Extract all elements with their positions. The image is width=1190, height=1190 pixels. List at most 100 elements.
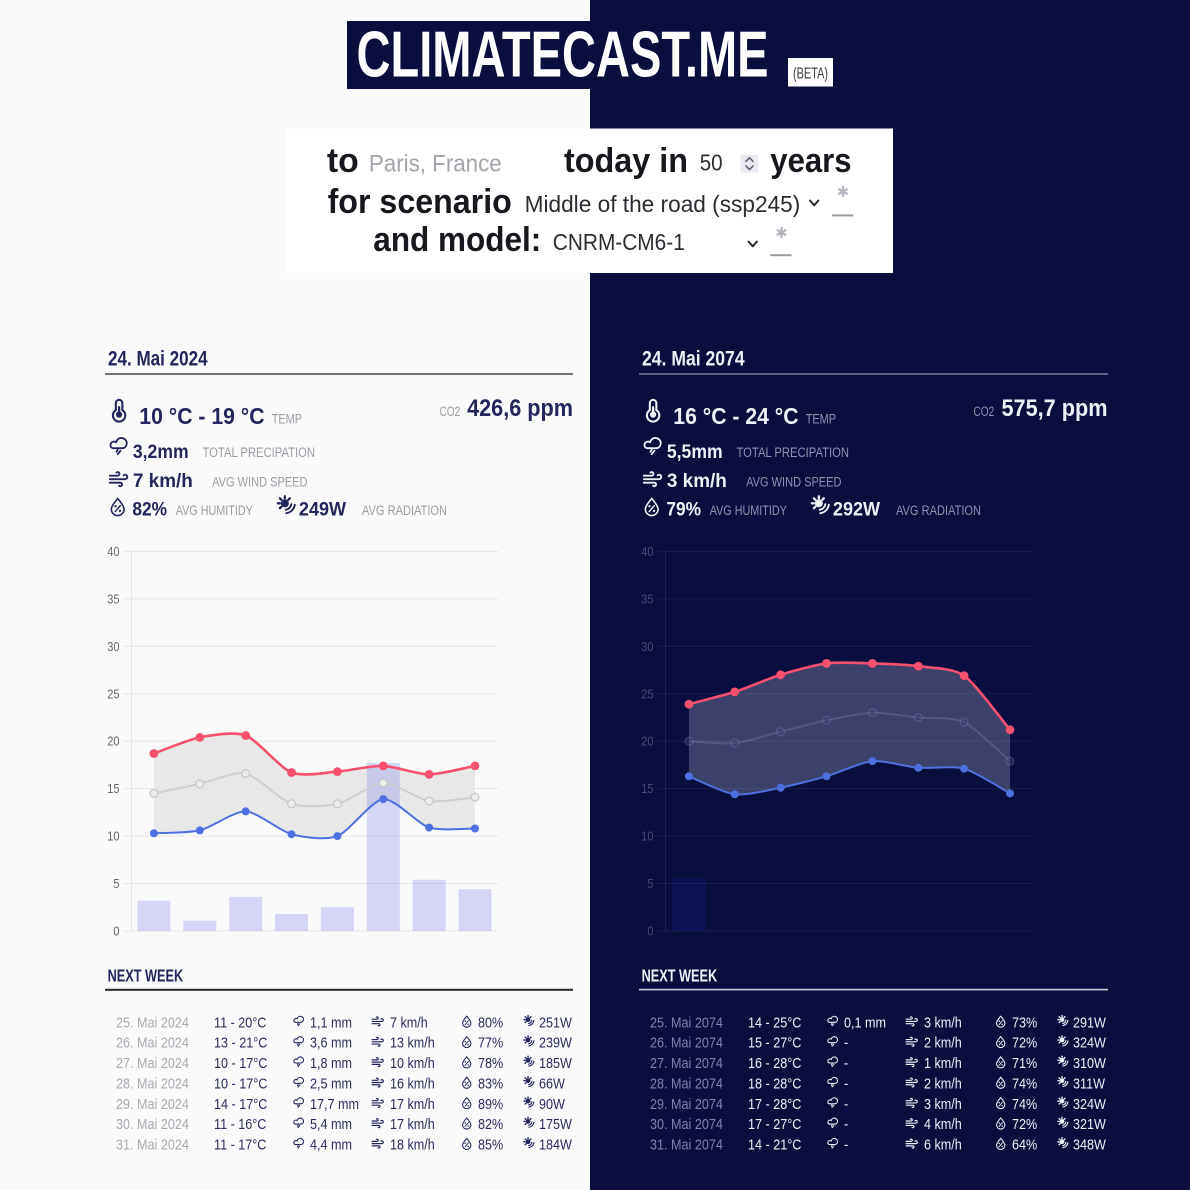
svg-text:(BETA): (BETA) xyxy=(793,66,828,83)
svg-text:89%: 89% xyxy=(478,1096,503,1113)
svg-text:28. Mai 2024: 28. Mai 2024 xyxy=(116,1075,189,1092)
svg-text:348W: 348W xyxy=(1073,1137,1107,1154)
svg-text:0: 0 xyxy=(647,924,653,939)
svg-text:-: - xyxy=(844,1055,848,1072)
svg-text:3 km/h: 3 km/h xyxy=(667,471,727,492)
svg-text:7 km/h: 7 km/h xyxy=(133,471,193,492)
svg-text:Paris, France: Paris, France xyxy=(369,151,502,178)
svg-text:3,2mm: 3,2mm xyxy=(133,442,189,463)
svg-text:90W: 90W xyxy=(539,1096,566,1113)
svg-text:66W: 66W xyxy=(539,1075,566,1092)
svg-text:20: 20 xyxy=(107,734,119,749)
svg-text:3 km/h: 3 km/h xyxy=(924,1014,962,1031)
svg-text:17 - 28°C: 17 - 28°C xyxy=(748,1096,802,1113)
svg-text:17 km/h: 17 km/h xyxy=(390,1116,435,1133)
svg-text:40: 40 xyxy=(107,544,119,559)
svg-text:AVG HUMITIDY: AVG HUMITIDY xyxy=(710,503,787,518)
svg-text:11 - 17°C: 11 - 17°C xyxy=(214,1137,267,1154)
svg-text:AVG RADIATION: AVG RADIATION xyxy=(362,503,447,518)
svg-text:AVG HUMITIDY: AVG HUMITIDY xyxy=(176,503,253,518)
svg-text:71%: 71% xyxy=(1012,1055,1037,1072)
svg-text:11 - 20°C: 11 - 20°C xyxy=(214,1014,267,1031)
svg-text:AVG WIND SPEED: AVG WIND SPEED xyxy=(746,475,842,490)
svg-text:82%: 82% xyxy=(132,500,167,521)
svg-text:311W: 311W xyxy=(1073,1075,1106,1092)
svg-text:83%: 83% xyxy=(478,1075,503,1092)
svg-text:to: to xyxy=(327,142,359,180)
svg-text:30. Mai 2074: 30. Mai 2074 xyxy=(650,1116,723,1133)
svg-text:64%: 64% xyxy=(1012,1137,1037,1154)
svg-text:10 km/h: 10 km/h xyxy=(390,1055,435,1072)
svg-text:74%: 74% xyxy=(1012,1096,1037,1113)
svg-text:CLIMATECAST.ME: CLIMATECAST.ME xyxy=(357,18,769,91)
svg-text:17 km/h: 17 km/h xyxy=(390,1096,435,1113)
svg-text:-: - xyxy=(844,1096,848,1113)
svg-text:-: - xyxy=(844,1035,848,1052)
svg-text:1 km/h: 1 km/h xyxy=(924,1055,962,1072)
svg-text:20: 20 xyxy=(641,734,653,749)
svg-text:13 - 21°C: 13 - 21°C xyxy=(214,1035,268,1052)
svg-text:74%: 74% xyxy=(1012,1075,1037,1092)
svg-text:13 km/h: 13 km/h xyxy=(390,1035,435,1052)
svg-text:14 - 25°C: 14 - 25°C xyxy=(748,1014,802,1031)
svg-text:77%: 77% xyxy=(478,1035,503,1052)
svg-text:today in: today in xyxy=(564,142,688,180)
svg-text:-: - xyxy=(844,1137,848,1154)
svg-text:239W: 239W xyxy=(539,1035,573,1052)
svg-text:40: 40 xyxy=(641,544,653,559)
svg-text:24. Mai 2024: 24. Mai 2024 xyxy=(108,346,208,370)
svg-text:CO2: CO2 xyxy=(974,404,995,419)
svg-text:185W: 185W xyxy=(539,1055,573,1072)
svg-text:18 km/h: 18 km/h xyxy=(390,1137,435,1154)
svg-text:16 - 28°C: 16 - 28°C xyxy=(748,1055,802,1072)
svg-text:72%: 72% xyxy=(1012,1116,1037,1133)
svg-text:7 km/h: 7 km/h xyxy=(390,1014,428,1031)
svg-text:15: 15 xyxy=(641,781,653,796)
svg-text:TOTAL PRECIPATION: TOTAL PRECIPATION xyxy=(737,445,850,460)
svg-text:-: - xyxy=(844,1116,848,1133)
svg-text:25. Mai 2024: 25. Mai 2024 xyxy=(116,1014,189,1031)
svg-text:1,1 mm: 1,1 mm xyxy=(310,1014,352,1031)
svg-text:for scenario: for scenario xyxy=(328,183,512,221)
svg-text:28. Mai 2074: 28. Mai 2074 xyxy=(650,1075,723,1092)
svg-text:15: 15 xyxy=(107,781,119,796)
svg-text:184W: 184W xyxy=(539,1137,573,1154)
svg-text:30: 30 xyxy=(641,639,653,654)
svg-text:31. Mai 2024: 31. Mai 2024 xyxy=(116,1137,189,1154)
svg-text:575,7 ppm: 575,7 ppm xyxy=(1002,395,1108,422)
svg-text:17 - 27°C: 17 - 27°C xyxy=(748,1116,802,1133)
svg-text:78%: 78% xyxy=(478,1055,503,1072)
svg-text:35: 35 xyxy=(641,591,653,606)
svg-text:2 km/h: 2 km/h xyxy=(924,1075,962,1092)
svg-text:324W: 324W xyxy=(1073,1035,1107,1052)
svg-text:30. Mai 2024: 30. Mai 2024 xyxy=(116,1116,189,1133)
svg-text:10: 10 xyxy=(107,829,119,844)
svg-text:CO2: CO2 xyxy=(440,404,461,419)
svg-text:TEMP: TEMP xyxy=(806,412,836,427)
svg-text:25. Mai 2074: 25. Mai 2074 xyxy=(650,1014,723,1031)
svg-text:16 °C - 24 °C: 16 °C - 24 °C xyxy=(673,403,798,429)
svg-text:30: 30 xyxy=(107,639,119,654)
svg-text:AVG WIND SPEED: AVG WIND SPEED xyxy=(212,475,308,490)
svg-text:years: years xyxy=(770,142,851,180)
svg-text:291W: 291W xyxy=(1073,1014,1107,1031)
svg-text:25: 25 xyxy=(107,686,119,701)
svg-text:17,7 mm: 17,7 mm xyxy=(310,1096,359,1113)
svg-text:0: 0 xyxy=(113,924,119,939)
svg-text:324W: 324W xyxy=(1073,1096,1107,1113)
svg-text:175W: 175W xyxy=(539,1116,573,1133)
svg-text:NEXT WEEK: NEXT WEEK xyxy=(108,966,184,986)
svg-text:26. Mai 2074: 26. Mai 2074 xyxy=(650,1035,723,1052)
svg-text:-: - xyxy=(844,1075,848,1092)
svg-text:2 km/h: 2 km/h xyxy=(924,1035,962,1052)
svg-text:10: 10 xyxy=(641,829,653,844)
svg-text:AVG RADIATION: AVG RADIATION xyxy=(896,503,981,518)
svg-text:3 km/h: 3 km/h xyxy=(924,1096,962,1113)
svg-text:5,5mm: 5,5mm xyxy=(667,442,723,463)
svg-text:18 - 28°C: 18 - 28°C xyxy=(748,1075,802,1092)
svg-text:CNRM-CM6-1: CNRM-CM6-1 xyxy=(553,229,685,255)
svg-text:35: 35 xyxy=(107,591,119,606)
svg-text:14 - 17°C: 14 - 17°C xyxy=(214,1096,268,1113)
svg-text:5: 5 xyxy=(647,876,653,891)
svg-text:15 - 27°C: 15 - 27°C xyxy=(748,1035,802,1052)
